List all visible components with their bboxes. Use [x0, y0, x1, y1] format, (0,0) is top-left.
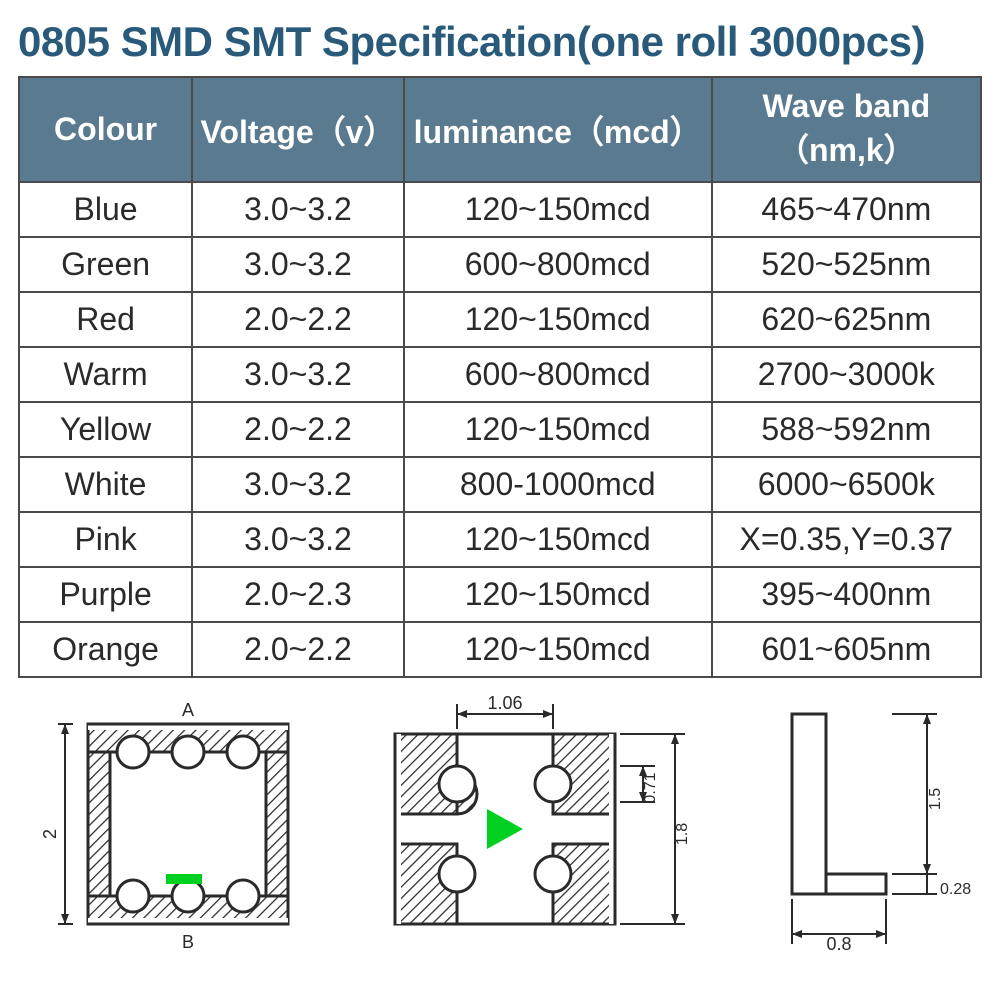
- table-row: Blue3.0~3.2120~150mcd465~470nm: [19, 182, 981, 237]
- table-row: Orange2.0~2.2120~150mcd601~605nm: [19, 622, 981, 677]
- dim-label: 0.71: [642, 772, 659, 803]
- table-cell: 120~150mcd: [404, 402, 712, 457]
- table-cell: 620~625nm: [712, 292, 981, 347]
- col-header-luminance: luminance（mcd）: [404, 77, 712, 182]
- table-cell: 520~525nm: [712, 237, 981, 292]
- table-cell: 3.0~3.2: [192, 237, 404, 292]
- dim-label: 1.06: [487, 694, 522, 713]
- page-title: 0805 SMD SMT Specification(one roll 3000…: [18, 18, 982, 66]
- table-row: White3.0~3.2800-1000mcd6000~6500k: [19, 457, 981, 512]
- table-row: Purple2.0~2.3120~150mcd395~400nm: [19, 567, 981, 622]
- table-cell: Warm: [19, 347, 192, 402]
- table-row: Green3.0~3.2600~800mcd520~525nm: [19, 237, 981, 292]
- table-cell: 2.0~2.2: [192, 292, 404, 347]
- table-cell: 3.0~3.2: [192, 347, 404, 402]
- table-cell: 120~150mcd: [404, 567, 712, 622]
- table-cell: 120~150mcd: [404, 622, 712, 677]
- table-cell: Pink: [19, 512, 192, 567]
- dim-label: 2: [40, 829, 60, 839]
- diagram-center: 1.06 0.71 1.8: [375, 694, 705, 959]
- table-cell: 2.0~2.3: [192, 567, 404, 622]
- dim-label: 1.5: [927, 788, 944, 810]
- dim-label: 1.8: [674, 823, 691, 845]
- table-cell: 6000~6500k: [712, 457, 981, 512]
- col-header-waveband: Wave band（nm,k）: [712, 77, 981, 182]
- table-cell: Purple: [19, 567, 192, 622]
- table-cell: White: [19, 457, 192, 512]
- table-cell: 2700~3000k: [712, 347, 981, 402]
- table-row: Yellow2.0~2.2120~150mcd588~592nm: [19, 402, 981, 457]
- table-cell: Blue: [19, 182, 192, 237]
- table-cell: Red: [19, 292, 192, 347]
- label-a: A: [182, 700, 194, 720]
- table-row: Warm3.0~3.2600~800mcd2700~3000k: [19, 347, 981, 402]
- table-cell: 2.0~2.2: [192, 402, 404, 457]
- table-cell: 120~150mcd: [404, 512, 712, 567]
- table-cell: Yellow: [19, 402, 192, 457]
- label-b: B: [182, 932, 194, 952]
- diagram-right: 1.5 0.8 0.28: [762, 694, 972, 959]
- table-cell: 600~800mcd: [404, 347, 712, 402]
- table-cell: 3.0~3.2: [192, 512, 404, 567]
- dim-label: 0.8: [826, 934, 851, 954]
- table-cell: Orange: [19, 622, 192, 677]
- dim-label: 0.28: [940, 881, 971, 898]
- table-cell: 601~605nm: [712, 622, 981, 677]
- table-cell: X=0.35,Y=0.37: [712, 512, 981, 567]
- col-header-colour: Colour: [19, 77, 192, 182]
- table-cell: 800-1000mcd: [404, 457, 712, 512]
- table-cell: 120~150mcd: [404, 292, 712, 347]
- table-cell: Green: [19, 237, 192, 292]
- table-cell: 465~470nm: [712, 182, 981, 237]
- diagram-row: 2 A B: [18, 694, 982, 959]
- table-cell: 3.0~3.2: [192, 182, 404, 237]
- spec-table: Colour Voltage（v） luminance（mcd） Wave ba…: [18, 76, 982, 678]
- table-row: Red2.0~2.2120~150mcd620~625nm: [19, 292, 981, 347]
- diagram-left: 2 A B: [28, 694, 318, 959]
- table-cell: 600~800mcd: [404, 237, 712, 292]
- table-header-row: Colour Voltage（v） luminance（mcd） Wave ba…: [19, 77, 981, 182]
- table-cell: 3.0~3.2: [192, 457, 404, 512]
- table-row: Pink3.0~3.2120~150mcdX=0.35,Y=0.37: [19, 512, 981, 567]
- col-header-voltage: Voltage（v）: [192, 77, 404, 182]
- table-cell: 2.0~2.2: [192, 622, 404, 677]
- table-cell: 395~400nm: [712, 567, 981, 622]
- table-cell: 120~150mcd: [404, 182, 712, 237]
- table-cell: 588~592nm: [712, 402, 981, 457]
